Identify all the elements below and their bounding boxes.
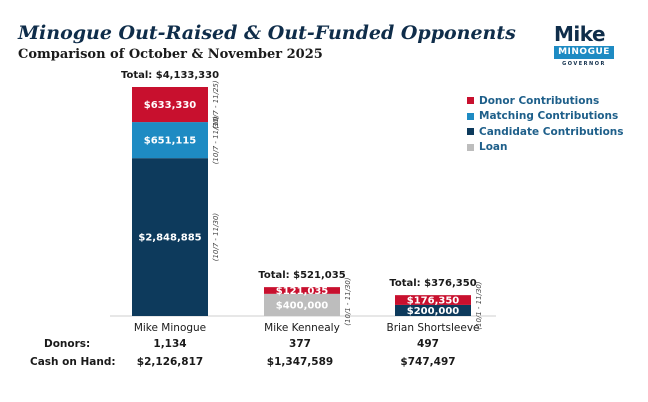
cash-value-minogue: $2,126,817 (136, 356, 204, 368)
segment-label-mike-minogue-donor: $633,330 (144, 100, 197, 111)
legend-swatch-candidate (467, 128, 474, 136)
total-label-mike-kennealy: Total: $521,035 (258, 270, 345, 281)
legend-item-candidate: Candidate Contributions (467, 124, 624, 140)
campaign-logo: Mike MINOGUE GOVERNOR (548, 22, 622, 70)
logo-name: Mike (554, 22, 606, 46)
category-label-mike-minogue: Mike Minogue (134, 322, 206, 334)
legend-label-matching: Matching Contributions (479, 110, 619, 123)
donors-row-label: Donors: (44, 338, 91, 350)
bar-segment-brian-shortsleeve-donor (395, 295, 471, 305)
category-label-mike-kennealy: Mike Kennealy (264, 322, 340, 334)
logo-sub: GOVERNOR (562, 61, 606, 67)
segment-label-brian-shortsleeve-donor: $176,350 (407, 296, 460, 307)
period-note-mike-minogue-0: (10/7 - 11/30) (212, 213, 220, 262)
legend-item-matching: Matching Contributions (467, 109, 624, 125)
cash-value-kennealy: $1,347,589 (266, 356, 334, 368)
bar-segment-brian-shortsleeve-candidate (395, 304, 471, 316)
total-label-mike-minogue: Total: $4,133,330 (121, 70, 219, 81)
segment-label-mike-kennealy-loan: $400,000 (276, 300, 329, 311)
segment-label-mike-minogue-candidate: $2,848,885 (138, 233, 201, 244)
legend-item-loan: Loan (467, 140, 624, 156)
legend-label-loan: Loan (479, 141, 508, 154)
category-label-brian-shortsleeve: Brian Shortsleeve (386, 322, 479, 334)
legend-label-donor: Donor Contributions (479, 94, 600, 107)
period-note-mike-kennealy: (10/1 - 11/30) (344, 277, 352, 326)
chart-legend: Donor Contributions Matching Contributio… (467, 93, 624, 155)
bar-segment-mike-kennealy-donor (264, 287, 340, 294)
legend-swatch-donor (467, 97, 474, 105)
period-note-mike-minogue-2: (10/7 - 11/25) (212, 80, 220, 129)
legend-label-candidate: Candidate Contributions (479, 125, 624, 138)
segment-label-mike-minogue-matching: $651,115 (144, 136, 197, 147)
segment-label-mike-kennealy-donor: $121,035 (276, 286, 329, 297)
legend-item-donor: Donor Contributions (467, 93, 624, 109)
donors-value-kennealy: 377 (289, 338, 311, 350)
total-label-brian-shortsleeve: Total: $376,350 (389, 278, 476, 289)
period-note-mike-minogue-1: (10/7 - 11/30) (212, 116, 220, 165)
donors-value-shortsleeve: 497 (417, 338, 439, 350)
cash-value-shortsleeve: $747,497 (400, 356, 456, 368)
legend-swatch-loan (467, 143, 474, 151)
cash-row-label: Cash on Hand: (30, 356, 116, 368)
period-note-brian-shortsleeve: (10/1 - 11/30) (475, 281, 483, 330)
chart-subtitle: Comparison of October & November 2025 (18, 47, 323, 62)
chart-title: Minogue Out-Raised & Out-Funded Opponent… (18, 22, 516, 44)
bar-segment-mike-minogue-candidate (132, 158, 208, 316)
legend-swatch-matching (467, 112, 474, 120)
bar-segment-mike-minogue-matching (132, 122, 208, 159)
bar-segment-mike-minogue-donor (132, 87, 208, 123)
logo-bar: MINOGUE (554, 46, 614, 59)
segment-label-brian-shortsleeve-candidate: $200,000 (407, 306, 460, 317)
bar-segment-mike-kennealy-loan (264, 293, 340, 316)
donors-value-minogue: 1,134 (153, 338, 187, 350)
